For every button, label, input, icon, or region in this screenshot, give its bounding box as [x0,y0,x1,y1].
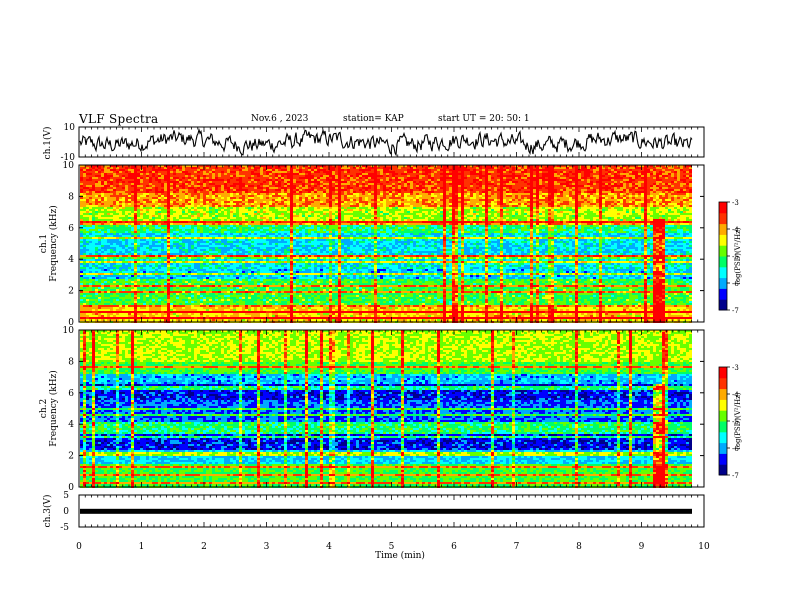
xtick-label: 1 [139,542,145,552]
xtick-label: 7 [514,542,520,552]
vlf-figure: 10-10ch.1(V)0246810ch.1 Frequency (kHz)-3… [0,0,792,612]
ch2-spectrogram-ytick-label: 0 [68,483,74,493]
xtick-label: 6 [451,542,457,552]
ch2-spectrogram-ytick-label: 2 [68,452,74,462]
ch1-spectrogram-ytick-label: 8 [68,192,74,202]
ch2-spectrogram-ytick-label: 6 [68,389,74,399]
ch3-ytick-label: 5 [63,491,69,501]
ch1-spectrogram-colorbar-label: log(PSD)(V²/Hz) [734,227,742,284]
ch3-ytick-label: -5 [60,523,69,533]
xtick-label: 4 [326,542,332,552]
xtick-label: 10 [698,542,710,552]
ch1-spectrogram-cells [80,165,692,323]
ch2-spectrogram-ytick-label: 4 [68,420,74,430]
ch1-ylabel: ch.1(V) [42,127,53,160]
ch2-spectrogram-ylabel-freq: Frequency (kHz) [48,370,59,447]
xtick-label: 3 [264,542,270,552]
ch2-spectrogram-ytick-label: 8 [68,357,74,367]
ch1-spectrogram-ytick-label: 4 [68,255,74,265]
xtick-label: 0 [76,542,82,552]
ch1-spectrogram-ytick-label: 2 [68,287,74,297]
ch1-spectrogram-colorbar-tick-label: -3 [732,199,739,207]
ch2-spectrogram-ylabel-channel: ch.2 [39,399,49,418]
xtick-label: 8 [576,542,582,552]
ch2-spectrogram-colorbar-tick-label: -3 [732,364,739,372]
ch1-spectrogram-ylabel-channel: ch.1 [39,234,49,253]
ch1-waveform-line [80,130,692,155]
ch3-ylabel: ch.3(V) [42,495,53,528]
ch2-spectrogram-colorbar-label: log(PSD)(V²/Hz) [734,392,742,449]
xaxis-label: Time (min) [375,550,425,561]
ch2-spectrogram-colorbar-tick-label: -7 [732,472,739,480]
ch2-spectrogram-cells [80,330,692,488]
ch1-ytick-label: 10 [64,123,76,133]
xtick-label: 9 [639,542,645,552]
ch3-ytick-label: 0 [63,507,69,517]
ch1-spectrogram-ylabel-freq: Frequency (kHz) [48,205,59,282]
ch3-waveform-line [80,509,692,514]
ch2-spectrogram-ytick-label: 10 [63,326,75,336]
ch1-spectrogram-ytick-label: 6 [68,224,74,234]
ch1-spectrogram-colorbar-tick-label: -7 [732,307,739,315]
xtick-label: 2 [201,542,207,552]
ch1-spectrogram-ytick-label: 10 [63,161,75,171]
